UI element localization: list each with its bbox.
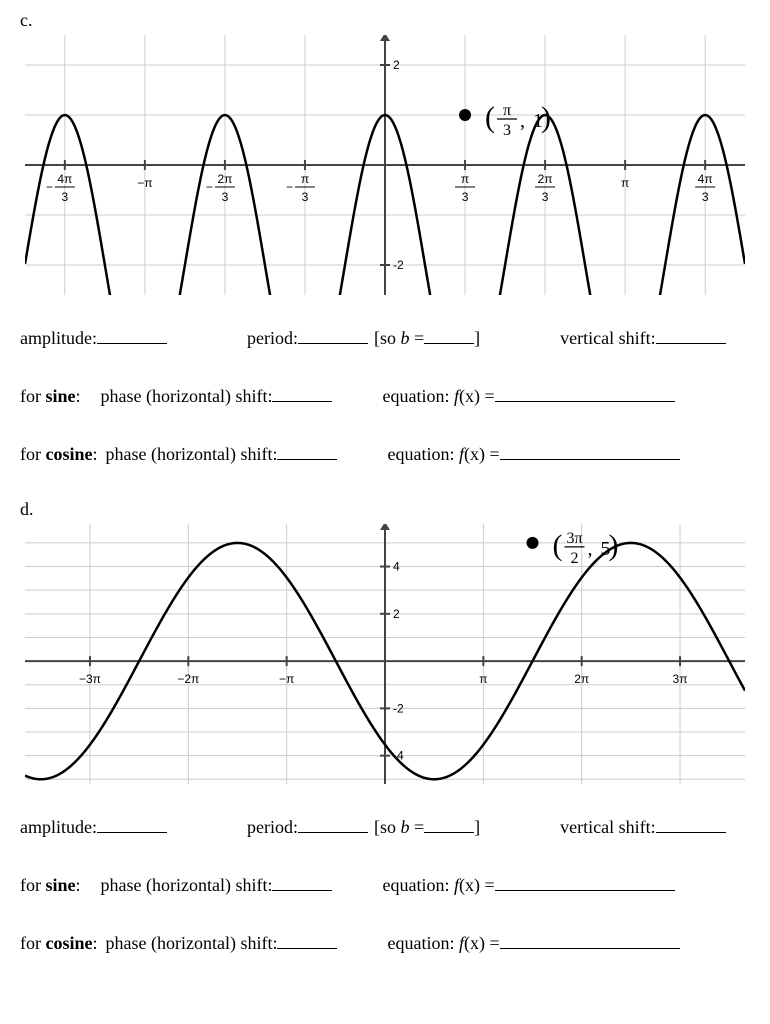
svg-text:3: 3 [222, 190, 229, 204]
svg-text:−: − [46, 180, 53, 194]
svg-text:,: , [520, 110, 525, 132]
b-blank[interactable] [424, 814, 474, 833]
cosine-eq-blank[interactable] [500, 930, 680, 949]
svg-text:2: 2 [393, 607, 400, 621]
phase-label-cosine: phase (horizontal) shift: [106, 444, 278, 465]
sine-eq-blank[interactable] [495, 383, 675, 402]
svg-text:3π: 3π [566, 530, 582, 547]
svg-text:2π: 2π [538, 172, 553, 186]
equation-label-cosine: equation: f(x) = [387, 444, 499, 465]
svg-text:−: − [286, 180, 293, 194]
svg-text:3: 3 [542, 190, 549, 204]
sine-phase-blank[interactable] [272, 872, 332, 891]
problem-letter: d. [20, 499, 750, 520]
svg-text:2: 2 [393, 58, 400, 72]
so-b-label: [so b = [374, 817, 424, 838]
period-label: period: [247, 817, 298, 838]
svg-text:4π: 4π [57, 172, 72, 186]
svg-text:,: , [588, 538, 593, 560]
svg-text:−: − [206, 180, 213, 194]
for-sine-label: for sine: [20, 386, 81, 407]
svg-text:4: 4 [393, 560, 400, 574]
problem-c: c.2-2−4π3−π−2π3−π3π32π3π4π3(π3,1) amplit… [20, 10, 750, 465]
equation-label-cosine: equation: f(x) = [387, 933, 499, 954]
cosine-phase-blank[interactable] [277, 930, 337, 949]
so-b-label: [so b = [374, 328, 424, 349]
svg-text:3: 3 [503, 122, 511, 139]
phase-label-cosine: phase (horizontal) shift: [106, 933, 278, 954]
row-sine: for sine: phase (horizontal) shift: equa… [20, 872, 750, 896]
answer-fields: amplitude: period: [so b = ] vertical sh… [20, 814, 750, 954]
svg-text:π: π [621, 176, 629, 190]
row-cosine: for cosine: phase (horizontal) shift: eq… [20, 441, 750, 465]
svg-text:-2: -2 [393, 258, 404, 272]
cosine-eq-blank[interactable] [500, 441, 680, 460]
svg-text:−2π: −2π [177, 672, 199, 686]
svg-text:3: 3 [462, 190, 469, 204]
row-sine: for sine: phase (horizontal) shift: equa… [20, 383, 750, 407]
svg-text:3π: 3π [673, 672, 688, 686]
svg-text:(: ( [485, 101, 495, 134]
problem-letter: c. [20, 10, 750, 31]
svg-text:−π: −π [279, 672, 294, 686]
svg-text:): ) [609, 529, 619, 562]
amplitude-label: amplitude: [20, 328, 97, 349]
vshift-label: vertical shift: [560, 328, 655, 349]
svg-text:2π: 2π [217, 172, 232, 186]
close-bracket: ] [474, 328, 480, 349]
sine-phase-blank[interactable] [272, 383, 332, 402]
svg-text:π: π [479, 672, 487, 686]
svg-text:(: ( [553, 529, 563, 562]
cosine-phase-blank[interactable] [277, 441, 337, 460]
svg-text:−3π: −3π [79, 672, 101, 686]
svg-text:4π: 4π [698, 172, 713, 186]
equation-label-sine: equation: f(x) = [382, 386, 494, 407]
b-blank[interactable] [424, 325, 474, 344]
period-label: period: [247, 328, 298, 349]
amplitude-blank[interactable] [97, 325, 167, 344]
amplitude-label: amplitude: [20, 817, 97, 838]
amplitude-blank[interactable] [97, 814, 167, 833]
vshift-label: vertical shift: [560, 817, 655, 838]
graph-container: 2-2−4π3−π−2π3−π3π32π3π4π3(π3,1) [20, 35, 750, 295]
svg-text:π: π [461, 172, 469, 186]
sine-eq-blank[interactable] [495, 872, 675, 891]
equation-label-sine: equation: f(x) = [382, 875, 494, 896]
vshift-blank[interactable] [656, 325, 726, 344]
problem-d: d.42-2-4−3π−2π−ππ2π3π(3π2,5) amplitude: … [20, 499, 750, 954]
svg-text:3: 3 [702, 190, 709, 204]
period-blank[interactable] [298, 325, 368, 344]
row-amp-period: amplitude: period: [so b = ] vertical sh… [20, 814, 750, 838]
answer-fields: amplitude: period: [so b = ] vertical sh… [20, 325, 750, 465]
svg-text:π: π [301, 172, 309, 186]
svg-text:): ) [541, 101, 551, 134]
period-blank[interactable] [298, 814, 368, 833]
svg-text:π: π [503, 102, 511, 119]
svg-text:2π: 2π [574, 672, 589, 686]
for-sine-label: for sine: [20, 875, 81, 896]
phase-label-sine: phase (horizontal) shift: [101, 386, 273, 407]
svg-text:-2: -2 [393, 701, 404, 715]
svg-text:3: 3 [61, 190, 68, 204]
close-bracket: ] [474, 817, 480, 838]
for-cosine-label: for cosine: [20, 444, 98, 465]
row-amp-period: amplitude: period: [so b = ] vertical sh… [20, 325, 750, 349]
vshift-blank[interactable] [656, 814, 726, 833]
svg-text:3: 3 [302, 190, 309, 204]
svg-text:−π: −π [137, 176, 152, 190]
row-cosine: for cosine: phase (horizontal) shift: eq… [20, 930, 750, 954]
for-cosine-label: for cosine: [20, 933, 98, 954]
graph-container: 42-2-4−3π−2π−ππ2π3π(3π2,5) [20, 524, 750, 784]
phase-label-sine: phase (horizontal) shift: [101, 875, 273, 896]
svg-text:2: 2 [571, 550, 579, 567]
